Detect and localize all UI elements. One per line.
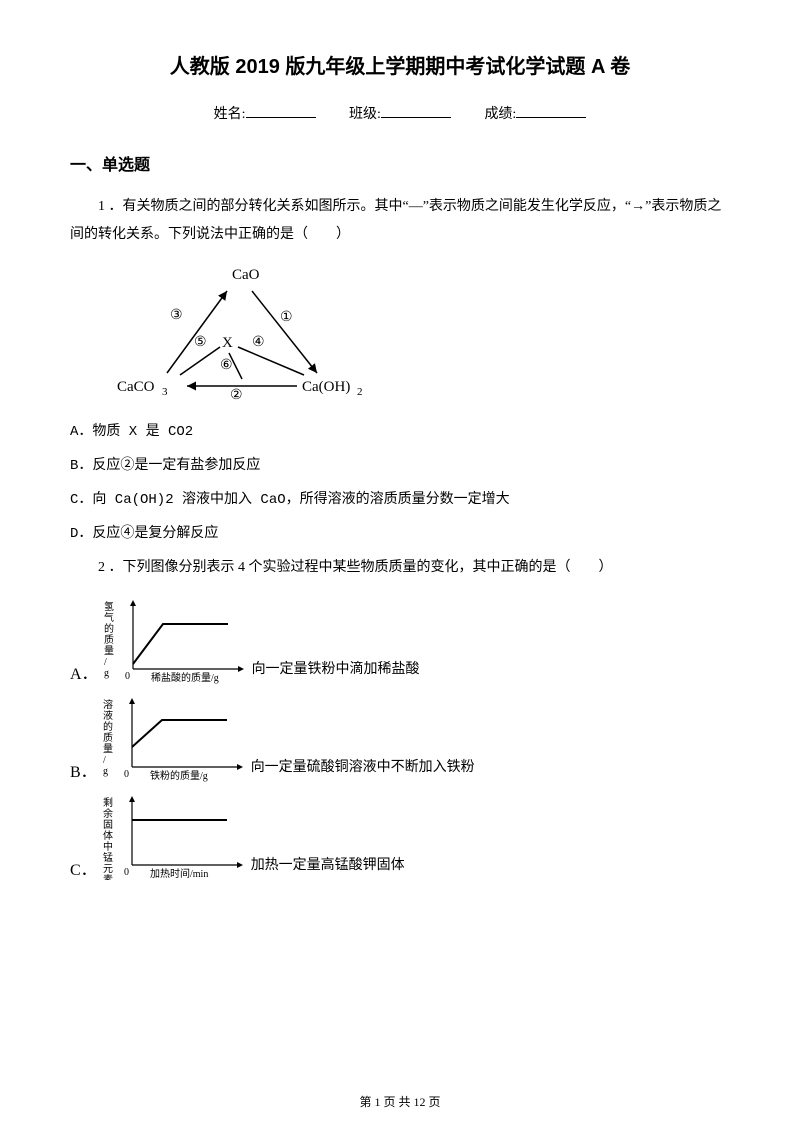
q2-optB-label: B． [70, 758, 97, 782]
svg-text:③: ③ [170, 308, 183, 323]
q2-optA-row: A． 氢气的质量/g 0 稀盐酸的质量/g 向一定量铁粉中滴加稀盐酸 [70, 594, 730, 684]
name-blank [246, 104, 316, 118]
q1-diagram: CaO CaCO 3 Ca(OH) 2 X ① ② ③ ④ ⑤⑥ [102, 261, 730, 406]
q2-optA-label: A． [70, 660, 98, 684]
svg-text:固: 固 [103, 819, 113, 831]
svg-text:0: 0 [124, 769, 129, 780]
q1-optD: D．反应④是复分解反应 [70, 520, 730, 548]
svg-text:①: ① [280, 310, 293, 325]
svg-text:量: 量 [103, 743, 113, 755]
svg-text:加热时间/min: 加热时间/min [150, 867, 208, 880]
svg-text:体: 体 [103, 830, 113, 842]
svg-text:素: 素 [103, 873, 113, 880]
svg-text:⑥: ⑥ [220, 358, 233, 373]
svg-text:Ca(OH): Ca(OH) [302, 379, 350, 395]
q2-optB-text: 向一定量硫酸铜溶液中不断加入铁粉 [251, 756, 475, 776]
svg-text:2: 2 [357, 386, 363, 398]
svg-text:质: 质 [104, 634, 114, 646]
q2-optA-text: 向一定量铁粉中滴加稀盐酸 [252, 658, 420, 678]
svg-text:⑤: ⑤ [194, 335, 207, 350]
svg-text:g: g [103, 766, 108, 777]
info-row: 姓名: 班级: 成绩: [70, 103, 730, 123]
svg-text:0: 0 [125, 671, 130, 682]
q2-chartB: 溶液的质量/g 0 铁粉的质量/g [97, 692, 247, 782]
section-heading: 一、单选题 [70, 151, 730, 175]
svg-text:/: / [104, 657, 107, 668]
q2-optB-row: B． 溶液的质量/g 0 铁粉的质量/g 向一定量硫酸铜溶液中不断加入铁粉 [70, 692, 730, 782]
svg-text:质: 质 [103, 732, 113, 744]
q2-chartA: 氢气的质量/g 0 稀盐酸的质量/g [98, 594, 248, 684]
svg-text:液: 液 [103, 709, 113, 722]
score-blank [516, 104, 586, 118]
svg-text:稀盐酸的质量/g: 稀盐酸的质量/g [151, 671, 219, 684]
svg-text:溶: 溶 [103, 698, 113, 711]
q1-stem: 1 ．有关物质之间的部分转化关系如图所示。其中“—”表示物质之间能发生化学反应，… [70, 193, 730, 249]
class-label: 班级: [349, 107, 381, 122]
svg-text:剩: 剩 [103, 796, 113, 809]
svg-text:中: 中 [103, 840, 113, 853]
score-label: 成绩: [484, 107, 516, 122]
q2-stem: 2 ．下列图像分别表示 4 个实验过程中某些物质质量的变化，其中正确的是（ ） [70, 554, 730, 582]
q2-optC-text: 加热一定量高锰酸钾固体 [251, 854, 405, 874]
svg-text:气: 气 [104, 611, 114, 624]
svg-text:/: / [103, 755, 106, 766]
svg-text:④: ④ [252, 335, 265, 350]
svg-text:锰: 锰 [103, 851, 113, 864]
svg-text:X: X [222, 335, 233, 351]
svg-text:CaO: CaO [232, 267, 260, 283]
svg-text:铁粉的质量/g: 铁粉的质量/g [150, 769, 208, 782]
svg-text:余: 余 [103, 807, 113, 820]
q1-diagram-svg: CaO CaCO 3 Ca(OH) 2 X ① ② ③ ④ ⑤⑥ [102, 261, 382, 406]
footer: 第 1 页 共 12 页 [0, 1093, 800, 1110]
q1-optC: C．向 Ca(OH)2 溶液中加入 CaO，所得溶液的溶质质量分数一定增大 [70, 486, 730, 514]
svg-text:元: 元 [103, 864, 113, 875]
page-title: 人教版 2019 版九年级上学期期中考试化学试题 A 卷 [70, 50, 730, 79]
q2-optC-label: C． [70, 856, 97, 880]
q2-optC-row: C． 剩余固体中锰元素的质量/g0加热时间/min 加热一定量高锰酸钾固体 [70, 790, 730, 880]
svg-text:量: 量 [104, 645, 114, 657]
svg-text:0: 0 [124, 867, 129, 878]
svg-text:②: ② [230, 388, 243, 403]
svg-text:的: 的 [104, 622, 114, 635]
svg-text:3: 3 [162, 386, 168, 398]
q1-optB: B．反应②是一定有盐参加反应 [70, 452, 730, 480]
name-label: 姓名: [214, 107, 246, 122]
svg-text:g: g [104, 668, 109, 679]
class-blank [381, 104, 451, 118]
q2-chartC: 剩余固体中锰元素的质量/g0加热时间/min [97, 790, 247, 880]
svg-text:CaCO: CaCO [117, 379, 155, 395]
q1-optA: A．物质 X 是 CO2 [70, 418, 730, 446]
svg-text:的: 的 [103, 720, 113, 733]
svg-text:氢: 氢 [104, 600, 114, 613]
